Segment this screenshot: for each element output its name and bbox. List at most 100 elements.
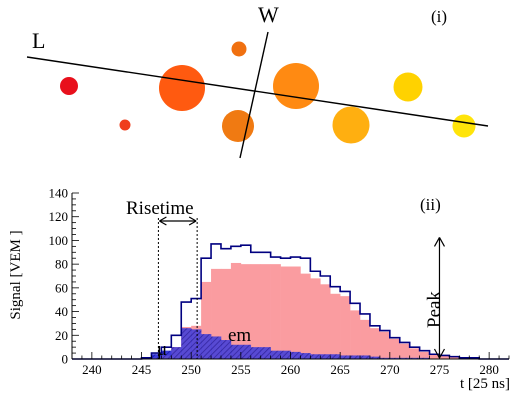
total-signal-outline bbox=[72, 243, 509, 360]
histogram-panel: 0 20 40 60 80 100 120 140 240 245 250 255 260 265 270 2… bbox=[8, 186, 510, 393]
em-label: em bbox=[228, 325, 251, 346]
y-tick-label: 0 bbox=[62, 352, 69, 367]
x-axis-title: t [25 ns] bbox=[460, 376, 510, 392]
line-W-label: W bbox=[258, 2, 279, 27]
footprint-panel: L W (i) bbox=[26, 2, 489, 159]
detector-station bbox=[393, 72, 423, 102]
em-bar bbox=[419, 351, 430, 359]
mu-hatch-bar bbox=[360, 355, 371, 359]
em-bar bbox=[369, 328, 381, 359]
y-tick-label: 40 bbox=[55, 304, 68, 319]
x-tick-label: 265 bbox=[330, 362, 350, 377]
mu-hatch-bar bbox=[310, 354, 321, 359]
mu-hatch-bar bbox=[240, 344, 252, 359]
line-W bbox=[239, 31, 269, 159]
y-tick-label: 60 bbox=[55, 280, 68, 295]
em-bar bbox=[211, 268, 222, 359]
em-bar bbox=[449, 356, 460, 359]
em-bar bbox=[379, 331, 391, 359]
em-bar bbox=[201, 281, 212, 359]
mu-hatch-bar bbox=[350, 355, 361, 359]
mu-hatch-bar bbox=[280, 350, 291, 359]
detector-station bbox=[332, 106, 370, 144]
em-bar bbox=[240, 264, 252, 359]
em-bar bbox=[320, 284, 331, 359]
mu-hatch-bar bbox=[320, 354, 331, 359]
x-tick-label: 240 bbox=[82, 362, 102, 377]
y-tick-label: 100 bbox=[49, 233, 69, 248]
station-group bbox=[60, 41, 476, 144]
risetime-arrowheads bbox=[159, 216, 197, 226]
em-bar bbox=[250, 264, 262, 359]
em-bar bbox=[439, 355, 450, 359]
line-L-label: L bbox=[32, 28, 45, 53]
mu-hatch-bar bbox=[389, 357, 401, 359]
mu-hatch-bar bbox=[290, 351, 301, 359]
y-tick-label: 80 bbox=[55, 257, 68, 272]
mu-hatch-bar bbox=[409, 357, 420, 359]
risetime-label: Risetime bbox=[126, 198, 194, 219]
mu-hatch-bar bbox=[191, 329, 202, 359]
x-tick-label: 260 bbox=[281, 362, 301, 377]
em-bar bbox=[280, 266, 291, 359]
mu-hatch-bar bbox=[340, 355, 351, 359]
em-bar bbox=[300, 273, 311, 359]
mu-hatch-bar bbox=[201, 334, 212, 359]
mu-hatch-bar bbox=[300, 353, 311, 359]
panel-ii-label: (ii) bbox=[420, 195, 441, 214]
detector-station bbox=[159, 65, 205, 111]
em-bar bbox=[290, 266, 301, 359]
detector-station bbox=[231, 41, 247, 57]
em-bar bbox=[350, 310, 361, 359]
em-bar bbox=[360, 319, 371, 359]
em-bar bbox=[270, 264, 281, 359]
mu-hatch-bar bbox=[181, 328, 192, 359]
em-bar bbox=[399, 343, 410, 359]
x-tick-label: 280 bbox=[479, 362, 499, 377]
detector-station bbox=[60, 77, 78, 95]
em-bar bbox=[389, 338, 401, 359]
em-bar bbox=[230, 262, 242, 359]
mu-hatch-bar bbox=[419, 357, 430, 359]
y-tick-label: 120 bbox=[49, 209, 69, 224]
mu-hatch-bar bbox=[270, 350, 281, 359]
em-bar bbox=[220, 268, 232, 359]
em-bar bbox=[330, 293, 341, 359]
mu-hatch-bar bbox=[151, 354, 162, 359]
annotations bbox=[157, 216, 446, 359]
x-tick-label: 255 bbox=[231, 362, 251, 377]
mu-hatch-bar bbox=[260, 347, 271, 359]
x-tick-label: 245 bbox=[132, 362, 152, 377]
mu-hatch-bar bbox=[369, 356, 381, 359]
detector-station bbox=[273, 63, 319, 109]
y-tick-label: 140 bbox=[49, 186, 69, 201]
x-tick-label: 270 bbox=[380, 362, 400, 377]
line-L bbox=[26, 56, 489, 127]
em-bar bbox=[260, 264, 271, 359]
mu-hatch-bar bbox=[379, 357, 391, 359]
x-tick-label: 275 bbox=[430, 362, 450, 377]
mu-hatch-bar bbox=[161, 350, 172, 359]
mu-hatch-bar bbox=[250, 347, 262, 359]
em-bar bbox=[340, 296, 351, 359]
peak-arrowheads bbox=[433, 237, 446, 359]
em-bar bbox=[409, 348, 420, 359]
mu-hatch-bar bbox=[230, 344, 242, 359]
em-bar bbox=[429, 354, 440, 359]
y-axis-title: Signal [VEM ] bbox=[8, 230, 24, 319]
peak-label: Peak bbox=[424, 291, 445, 328]
detector-station bbox=[119, 119, 131, 131]
mu-label: μ bbox=[157, 339, 167, 360]
panel-i-label: (i) bbox=[431, 7, 447, 26]
em-histogram bbox=[151, 262, 480, 359]
y-tick-label: 20 bbox=[55, 328, 68, 343]
axes: 0 20 40 60 80 100 120 140 240 245 250 255 260 265 270 2… bbox=[49, 186, 510, 377]
detector-station bbox=[452, 114, 476, 138]
mu-hatch-bar bbox=[211, 336, 222, 359]
x-tick-label: 250 bbox=[181, 362, 201, 377]
mu-hatch-bar bbox=[399, 357, 410, 359]
mu-hatch-bar bbox=[171, 347, 182, 359]
em-bar bbox=[310, 278, 321, 359]
